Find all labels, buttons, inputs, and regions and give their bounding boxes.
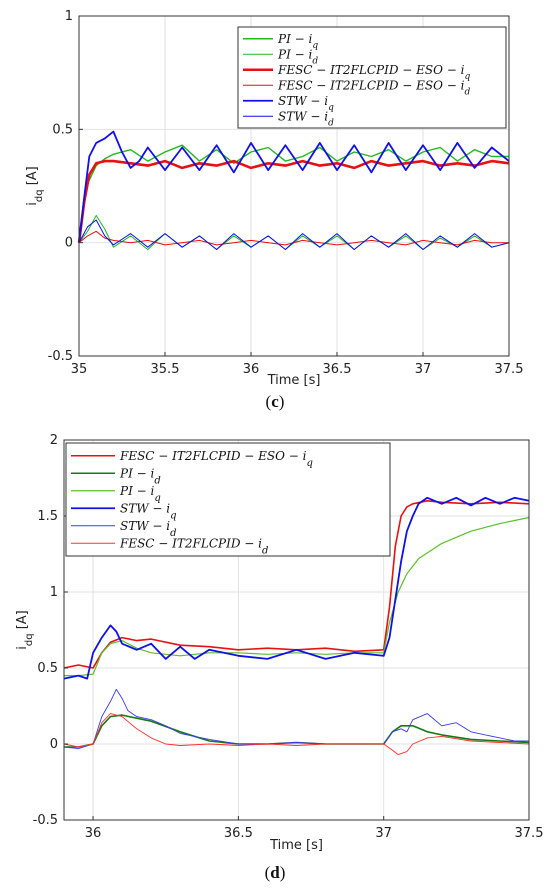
y-axis-label-unit-d: [A] <box>15 610 30 633</box>
y-tick-label: 0.5 <box>37 661 58 676</box>
legend-entry: PI − id <box>277 47 318 66</box>
series-line-c-0 <box>78 144 509 243</box>
legend-entry: FESC − IT2FLCPID − id <box>119 536 268 556</box>
y-tick-label: 0.5 <box>52 122 73 137</box>
caption-c: (c) <box>266 392 285 411</box>
y-axis-label-unit-c: [A] <box>25 166 40 189</box>
legend-box <box>65 442 391 557</box>
caption-d: (d) <box>265 863 286 882</box>
x-tick-label: 36 <box>85 826 102 841</box>
x-tick-label: 37.5 <box>515 826 544 841</box>
y-tick-label: 0 <box>65 236 73 251</box>
plot-frame-d <box>63 439 530 821</box>
caption-paren-open-d: ( <box>265 863 271 882</box>
series-line-c-3 <box>78 230 509 246</box>
x-tick-label: 36 <box>243 362 260 377</box>
legend-entry: PI − id <box>119 466 161 486</box>
x-tick-label: 37.5 <box>495 362 524 377</box>
legend-box <box>237 26 507 129</box>
series-line-d-5 <box>63 713 530 756</box>
x-tick-label: 35.5 <box>151 362 180 377</box>
ticks-d: 36 36.5 37 37.5 -0.5 0 0.5 1 1.5 2 <box>33 433 544 841</box>
y-axis-label-main-c: i <box>25 202 40 206</box>
series-line-d-0 <box>63 499 530 669</box>
x-axis-label-d: Time [s] <box>269 838 323 853</box>
legend-entry: PI − iq <box>119 484 161 504</box>
y-tick-label: -0.5 <box>48 349 73 364</box>
series-line-c-4 <box>78 130 510 243</box>
legend-entry: FESC − IT2FLCPID − ESO − id <box>277 78 471 97</box>
series-group-c <box>77 130 510 250</box>
legend-entry: STW − iq <box>120 501 177 521</box>
x-tick-label: 36.5 <box>224 826 253 841</box>
y-tick-label: 1.5 <box>37 509 58 524</box>
series-line-c-2 <box>77 159 510 243</box>
y-axis-label-d: idq [A] <box>15 610 35 650</box>
x-tick-label: 35 <box>71 362 88 377</box>
x-tick-label: 36.5 <box>323 362 352 377</box>
legend-entry: STW − id <box>120 519 177 539</box>
legend-entry: FESC − IT2FLCPID − ESO − iq <box>277 63 471 82</box>
y-tick-label: 1 <box>65 9 73 24</box>
x-axis-label-c: Time [s] <box>267 373 321 388</box>
legend-entry: FESC − IT2FLCPID − ESO − iq <box>119 449 313 469</box>
caption-paren-open-c: ( <box>266 392 272 411</box>
legend-entry: PI − iq <box>277 32 318 51</box>
series-group-d <box>63 496 530 756</box>
caption-letter-c: c <box>271 392 279 411</box>
x-tick-label: 37 <box>415 362 432 377</box>
y-axis-label-sub-d: dq <box>24 633 35 646</box>
y-tick-label: 2 <box>50 433 58 448</box>
y-tick-label: 1 <box>50 585 58 600</box>
y-axis-label-main-d: i <box>15 646 30 650</box>
series-line-c-5 <box>78 219 510 250</box>
legend-entry: STW − id <box>278 109 334 128</box>
caption-paren-close-c: ) <box>279 392 285 411</box>
y-axis-label-c: idq [A] <box>25 166 45 206</box>
chart-d: 36 36.5 37 37.5 -0.5 0 0.5 1 1.5 2 FESC − IT2FLCP… <box>15 433 543 882</box>
legend-entry: STW − iq <box>278 94 334 113</box>
x-tick-label: 37 <box>375 826 392 841</box>
series-line-d-4 <box>63 688 529 750</box>
y-axis-label-sub-c: dq <box>34 189 45 202</box>
caption-paren-close-d: ) <box>280 863 286 882</box>
plot-frame-c <box>78 15 510 357</box>
series-line-d-3 <box>63 496 530 680</box>
y-tick-label: -0.5 <box>33 813 58 828</box>
caption-letter-d: d <box>270 863 280 882</box>
y-tick-label: 0 <box>50 737 58 752</box>
ticks-c: 35 35.5 36 36.5 37 37.5 -0.5 0 0.5 1 <box>48 9 524 377</box>
